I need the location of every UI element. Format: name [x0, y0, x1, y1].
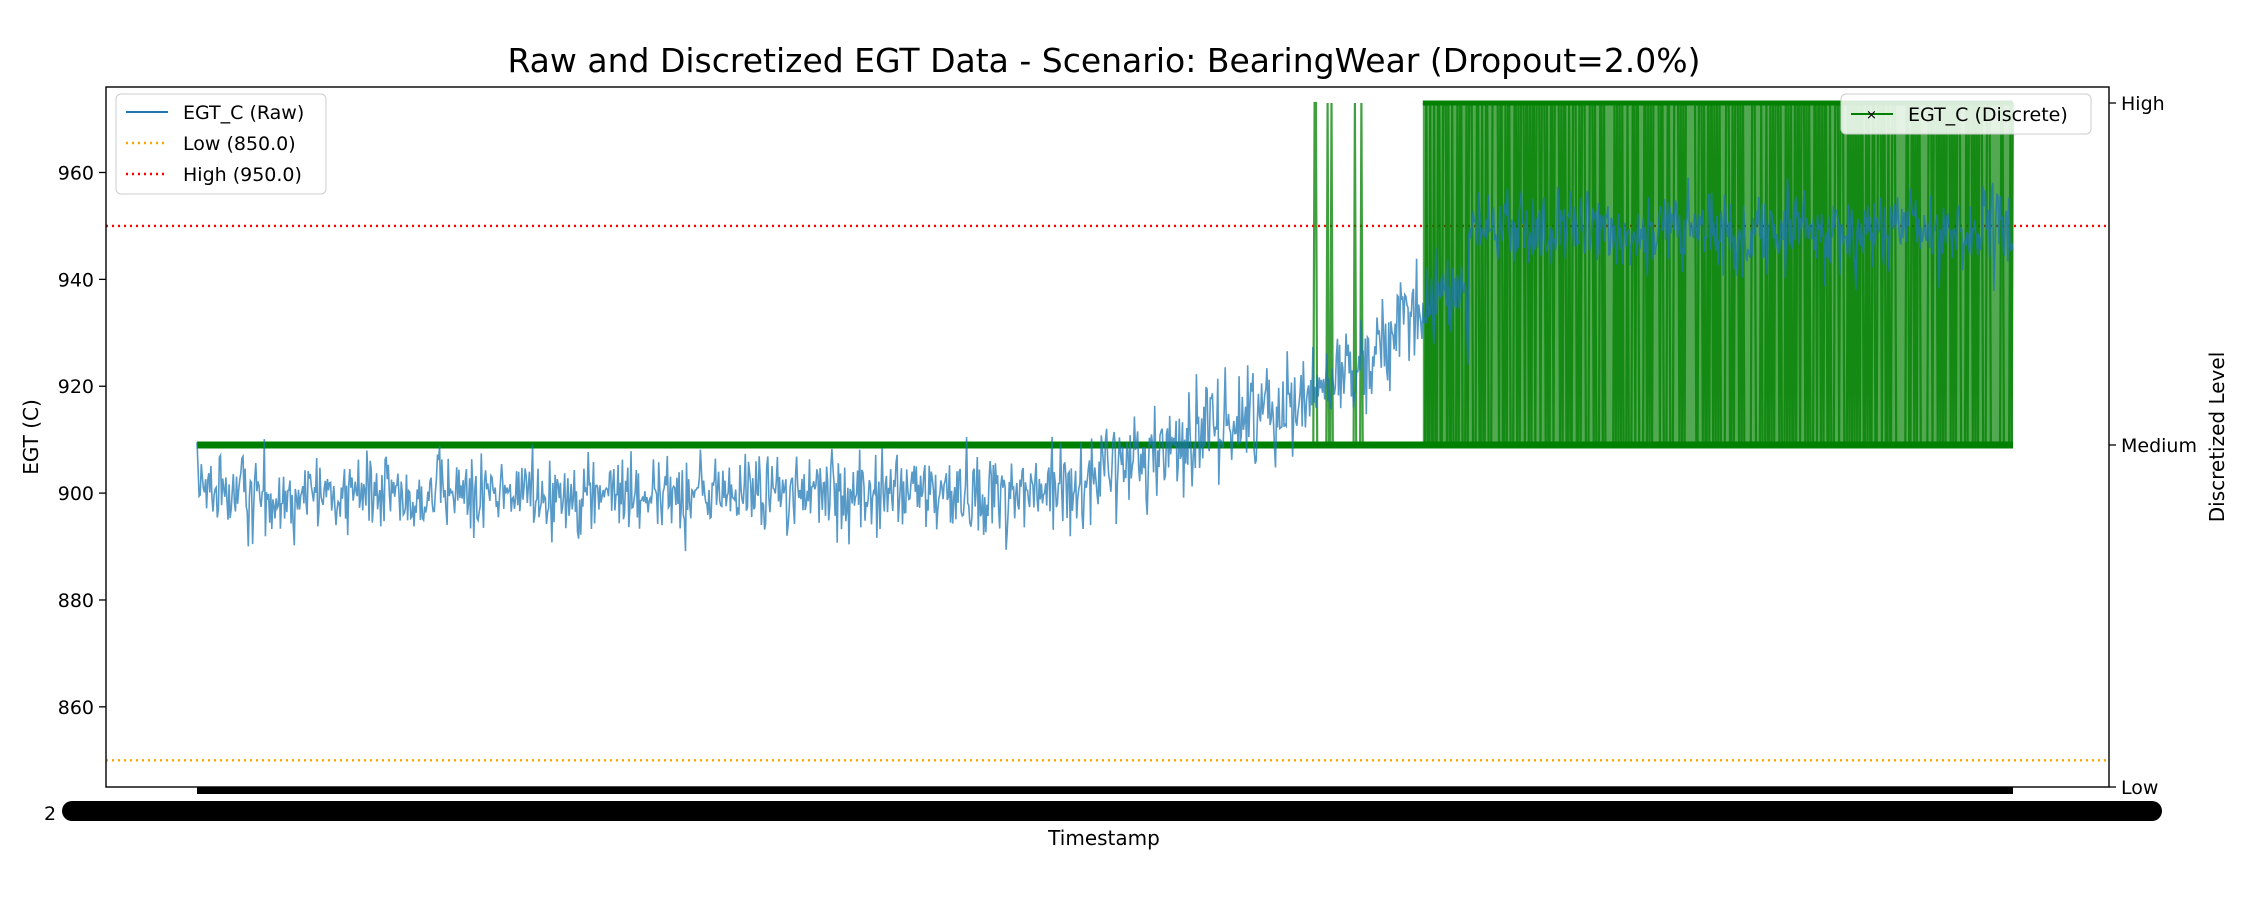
y-tick-label-920: 920	[58, 376, 94, 398]
discrete-series	[197, 100, 2015, 449]
y-tick-label-940: 940	[58, 269, 94, 291]
legend-right-label: EGT_C (Discrete)	[1908, 104, 2068, 126]
y2-tick-label-medium: Medium	[2121, 435, 2197, 457]
y-axis-left: 860 880 900 920 940 960	[58, 162, 106, 719]
y2-tick-label-high: High	[2121, 93, 2165, 115]
x-tick-label-first: 2	[44, 803, 56, 825]
y-axis-right: Low Medium High	[2109, 93, 2197, 799]
plot-area	[106, 100, 2109, 762]
legend-right-marker: ×	[1866, 108, 1877, 123]
x-tick-labels-overlap	[62, 801, 2162, 821]
y-tick-label-900: 900	[58, 483, 94, 505]
legend-right-box	[1840, 93, 2092, 135]
legend-left-label-1: Low (850.0)	[183, 133, 296, 155]
x-tick-marks	[197, 787, 2013, 794]
legend-left-box	[115, 93, 327, 195]
legend-left-label-0: EGT_C (Raw)	[183, 102, 304, 124]
y-tick-label-880: 880	[58, 590, 94, 612]
raw-series-line	[196, 177, 2014, 552]
legend-left-label-2: High (950.0)	[183, 164, 302, 186]
y-tick-label-860: 860	[58, 697, 94, 719]
discrete-series-line	[197, 101, 2015, 447]
y-axis-title: EGT (C)	[19, 399, 43, 475]
x-axis-title: Timestamp	[1047, 826, 1160, 850]
y2-tick-label-low: Low	[2121, 777, 2158, 799]
legend-left: EGT_C (Raw) Low (850.0) High (950.0)	[115, 93, 327, 195]
y2-axis-title: Discretized Level	[2205, 352, 2229, 523]
legend-right: × EGT_C (Discrete)	[1840, 93, 2092, 135]
y-tick-label-960: 960	[58, 162, 94, 184]
x-axis: 2	[44, 787, 2162, 825]
chart-title: Raw and Discretized EGT Data - Scenario:…	[507, 41, 1700, 80]
